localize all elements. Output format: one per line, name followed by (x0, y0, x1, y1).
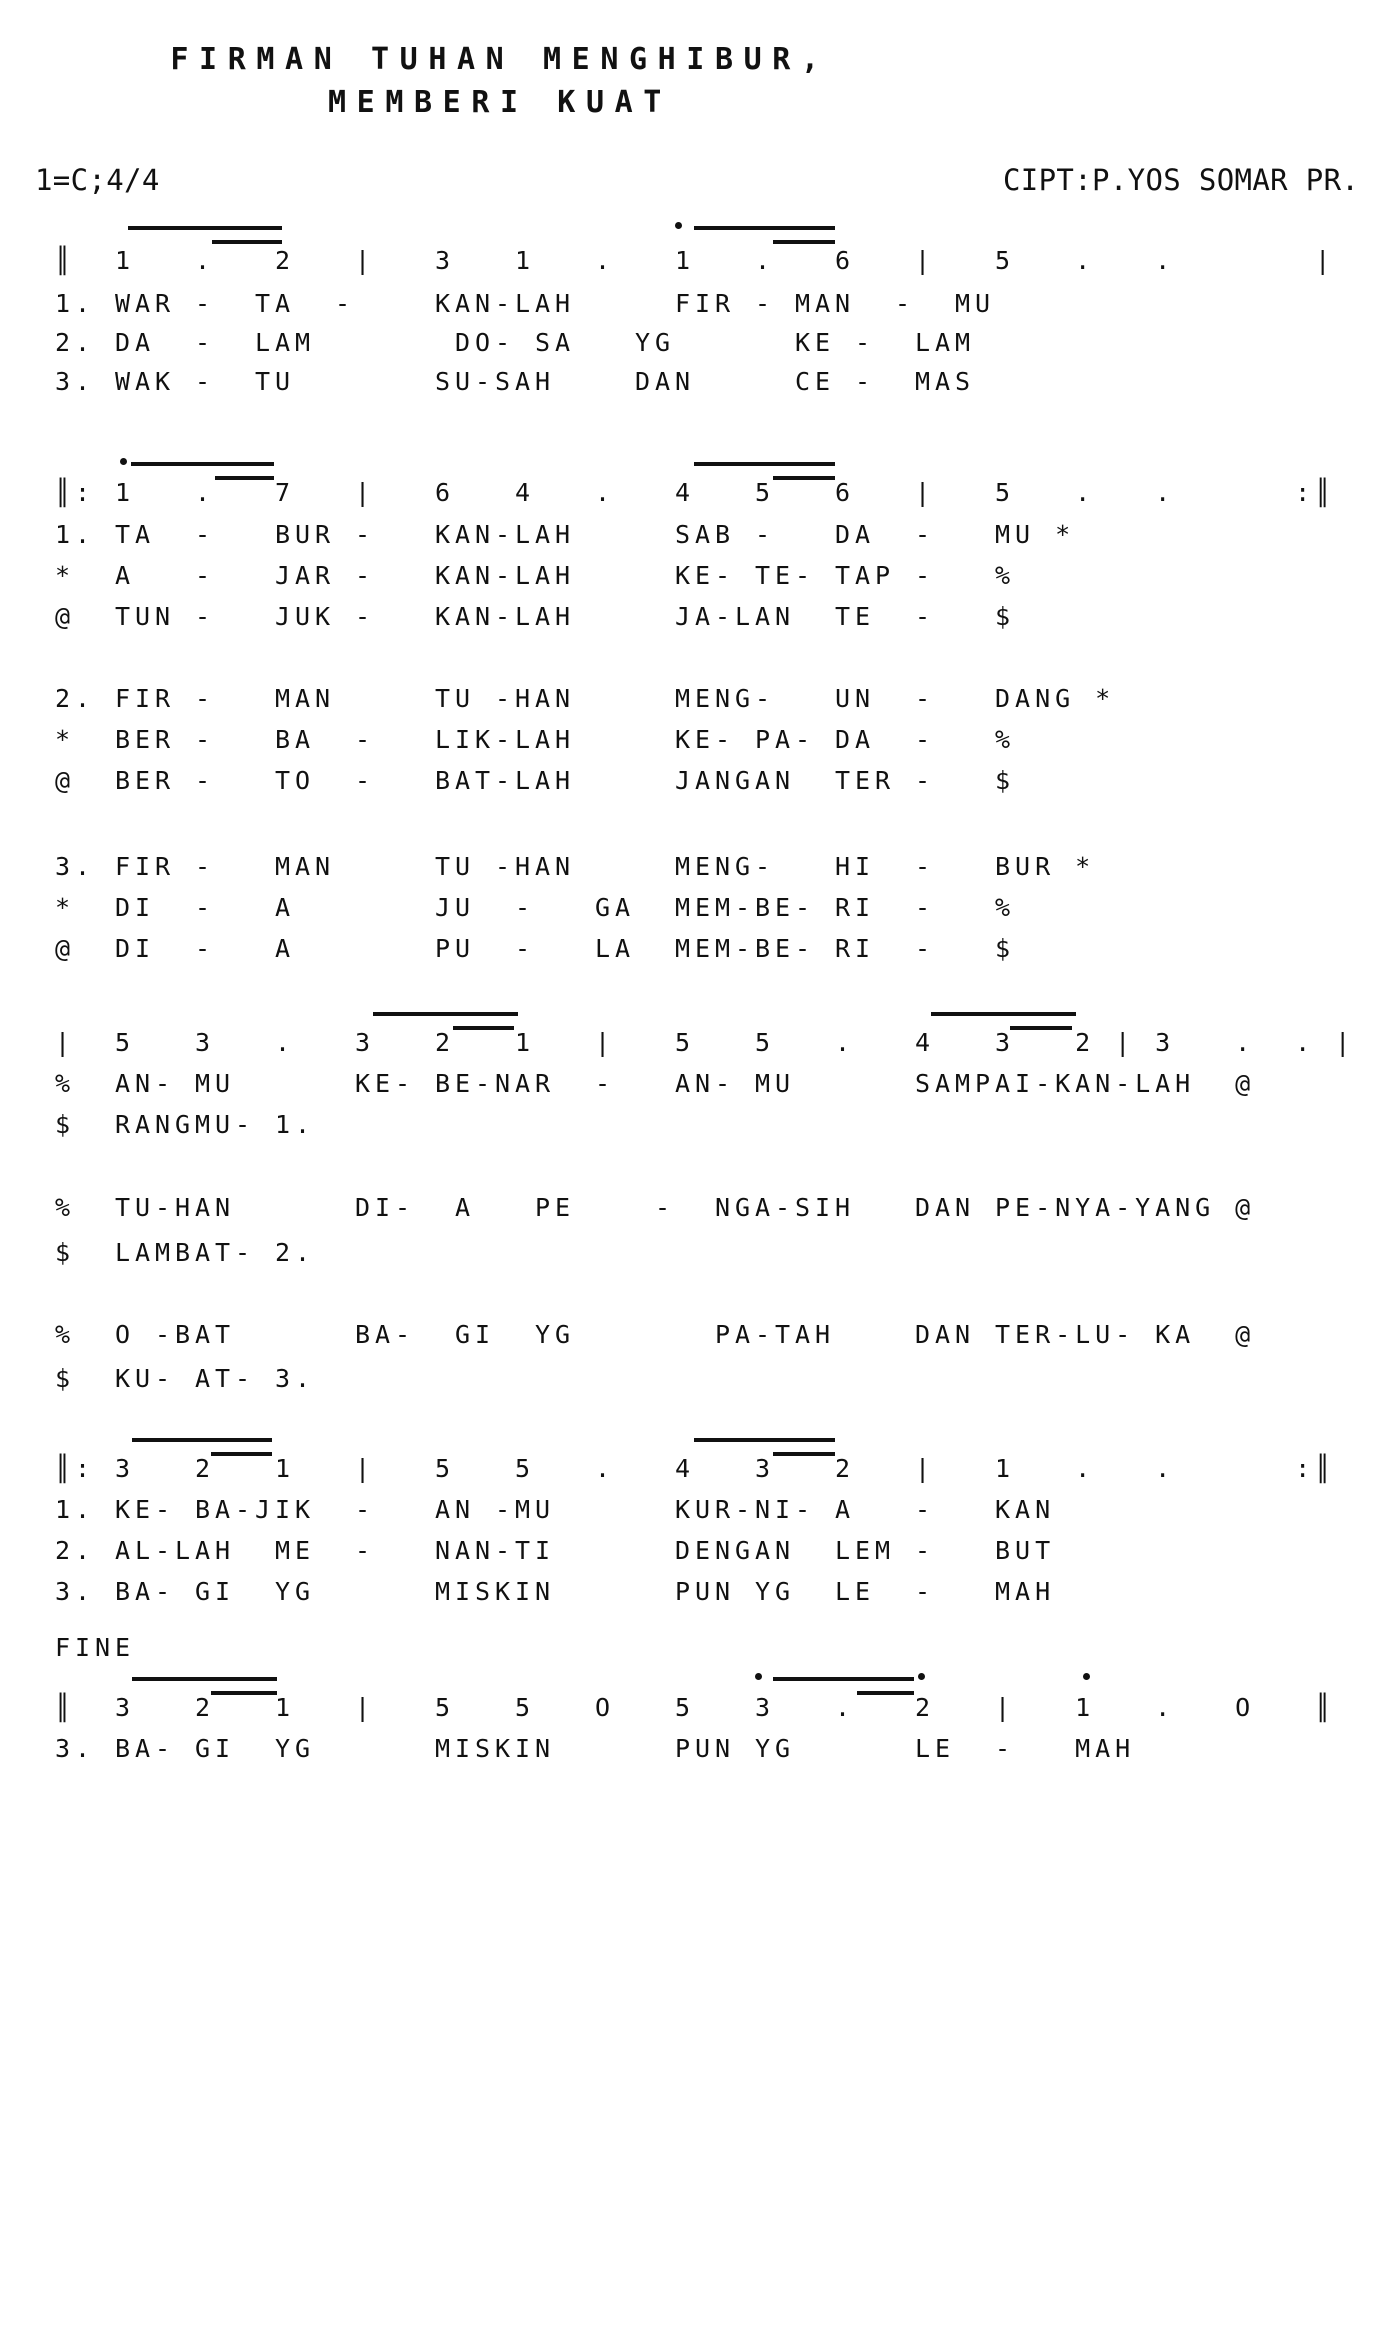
lyric-line: 1. TA - BUR - KAN-LAH SAB - DA - MU * (35, 520, 1076, 549)
beam-line (212, 240, 282, 244)
beam-line (773, 240, 835, 244)
beam-line (694, 462, 835, 466)
beam-line (131, 462, 274, 466)
lyric-line: * BER - BA - LIK-LAH KE- PA- DA - % (35, 725, 1016, 754)
music-line-4: ║: 3 2 1 | 5 5 . 4 3 2 | 1 . . :║ (35, 1454, 1336, 1483)
beam-line (132, 1438, 272, 1442)
lyric-line: 2. AL-LAH ME - NAN-TI DENGAN LEM - BUT (35, 1536, 1056, 1565)
beam-line (694, 226, 835, 230)
lyric-line: % TU-HAN DI- A PE - NGA-SIH DAN PE-NYA-Y… (35, 1193, 1256, 1222)
beam-line (211, 1452, 272, 1456)
beam-line (773, 476, 835, 480)
lyric-line: * DI - A JU - GA MEM-BE- RI - % (35, 893, 1016, 922)
octave-dot (120, 458, 127, 465)
lyric-line: 3. FIR - MAN TU -HAN MENG- HI - BUR * (35, 852, 1096, 881)
lyric-line: % AN- MU KE- BE-NAR - AN- MU SAMPAI-KAN-… (35, 1069, 1256, 1098)
lyric-line: @ DI - A PU - LA MEM-BE- RI - $ (35, 934, 1016, 963)
beam-line (215, 476, 274, 480)
lyric-line: @ BER - TO - BAT-LAH JANGAN TER - $ (35, 766, 1016, 795)
music-line-2: ║: 1 . 7 | 6 4 . 4 5 6 | 5 . . :║ (35, 478, 1336, 507)
beam-line (1010, 1026, 1072, 1030)
lyric-line: 2. FIR - MAN TU -HAN MENG- UN - DANG * (35, 684, 1116, 713)
octave-dot (755, 1673, 762, 1680)
beam-line (773, 1452, 835, 1456)
beam-line (373, 1012, 518, 1016)
beam-line (132, 1677, 277, 1681)
music-line-5: ║ 3 2 1 | 5 5 O 5 3 . 2 | 1 . O ║ (35, 1693, 1336, 1722)
lyric-line: 3. BA- GI YG MISKIN PUN YG LE - MAH (35, 1734, 1136, 1763)
octave-dot (675, 222, 682, 229)
lyric-line: 3. BA- GI YG MISKIN PUN YG LE - MAH (35, 1577, 1056, 1606)
beam-line (773, 1677, 914, 1681)
lyric-line: $ KU- AT- 3. (35, 1364, 316, 1393)
lyric-line: % O -BAT BA- GI YG PA-TAH DAN TER-LU- KA… (35, 1320, 1256, 1349)
composer-credit: CIPT:P.YOS SOMAR PR. (1003, 163, 1360, 197)
octave-dot (1083, 1673, 1090, 1680)
beam-line (931, 1012, 1076, 1016)
beam-line (453, 1026, 514, 1030)
lyric-line: 3. WAK - TU SU-SAH DAN CE - MAS (35, 367, 976, 396)
key-signature: 1=C;4/4 (35, 163, 160, 197)
lyric-line: @ TUN - JUK - KAN-LAH JA-LAN TE - $ (35, 602, 1016, 631)
fine-label: FINE (35, 1633, 136, 1662)
lyric-line: 1. KE- BA-JIK - AN -MU KUR-NI- A - KAN (35, 1495, 1056, 1524)
beam-line (694, 1438, 835, 1442)
beam-line (211, 1691, 277, 1695)
song-title-line-2: MEMBERI KUAT (328, 85, 672, 120)
lyric-line: $ LAMBAT- 2. (35, 1238, 316, 1267)
lyric-line: $ RANGMU- 1. (35, 1110, 316, 1139)
lyric-line: 2. DA - LAM DO- SA YG KE - LAM (35, 328, 976, 357)
beam-line (857, 1691, 914, 1695)
song-title-line-1: FIRMAN TUHAN MENGHIBUR, (170, 42, 830, 77)
beam-line (128, 226, 282, 230)
music-line-1: ║ 1 . 2 | 3 1 . 1 . 6 | 5 . . | (35, 246, 1336, 275)
music-line-3: | 5 3 . 3 2 1 | 5 5 . 4 3 2 | 3 . . | (35, 1028, 1356, 1057)
octave-dot (918, 1673, 925, 1680)
lyric-line: 1. WAR - TA - KAN-LAH FIR - MAN - MU (35, 289, 996, 318)
lyric-line: * A - JAR - KAN-LAH KE- TE- TAP - % (35, 561, 1016, 590)
